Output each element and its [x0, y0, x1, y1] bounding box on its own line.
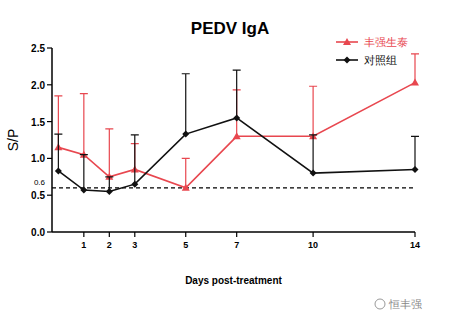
watermark: 恒丰强: [388, 298, 422, 310]
error-bar: [411, 54, 419, 83]
marker: [310, 170, 317, 177]
marker: [55, 167, 62, 174]
y-tick-label: 1.0: [31, 153, 45, 164]
y-tick-label: 0.0: [31, 227, 45, 238]
y-tick-label: 1.5: [31, 117, 45, 128]
marker: [411, 79, 419, 86]
error-bar: [233, 70, 241, 118]
marker: [80, 187, 87, 194]
marker: [182, 184, 190, 191]
y-tick: [47, 231, 52, 232]
x-tick: [109, 232, 110, 237]
error-bar: [309, 86, 317, 136]
marker: [106, 188, 113, 195]
x-tick-label: 10: [308, 240, 318, 250]
y-tick: [47, 195, 52, 196]
marker: [182, 131, 189, 138]
y-tick: [47, 121, 52, 122]
threshold-line: [52, 187, 415, 188]
error-bar: [54, 134, 62, 171]
legend-label: 对照组: [364, 54, 397, 66]
x-tick-label: 1: [81, 240, 86, 250]
y-tick-label: 2.5: [31, 43, 45, 54]
x-tick-label: 3: [132, 240, 137, 250]
error-bar: [309, 135, 317, 173]
x-tick: [236, 232, 237, 237]
y-tick: [47, 84, 52, 85]
marker: [344, 57, 351, 64]
error-bar: [80, 155, 88, 190]
x-tick-label: 5: [183, 240, 188, 250]
chart: PEDV IgA S/P Days post-treatment 0.0 0.5 1.0 1…: [0, 0, 450, 315]
error-bar: [80, 94, 88, 155]
error-bar: [105, 129, 113, 177]
legend-label: 丰强生泰: [364, 36, 408, 48]
x-tick-label: 7: [234, 240, 239, 250]
x-axis: [52, 231, 415, 233]
y-label: S/P: [5, 129, 21, 152]
marker: [412, 166, 419, 173]
plot-area: [54, 54, 419, 195]
error-bar: [182, 158, 190, 187]
series-line: [58, 118, 415, 192]
x-tick: [313, 232, 314, 237]
marker: [233, 114, 240, 121]
y-tick-label: 2.0: [31, 80, 45, 91]
error-bar: [131, 135, 139, 184]
threshold-label: 0.6: [34, 178, 46, 187]
x-tick-label: 14: [410, 240, 420, 250]
x-tick: [185, 232, 186, 237]
marker: [131, 181, 138, 188]
error-bar: [182, 74, 190, 134]
marker: [343, 38, 351, 45]
title: PEDV IgA: [191, 19, 269, 38]
y-tick: [47, 158, 52, 159]
x-tick-label: 2: [107, 240, 112, 250]
x-tick: [134, 232, 135, 237]
x-tick: [414, 232, 415, 237]
y-axis: [51, 48, 53, 232]
y-tick: [47, 47, 52, 48]
y-tick-label: 0.5: [31, 190, 45, 201]
x-tick: [83, 232, 84, 237]
error-bar: [411, 136, 419, 169]
watermark-icon: [375, 299, 385, 309]
marker: [233, 132, 241, 139]
x-label: Days post-treatment: [185, 275, 282, 286]
